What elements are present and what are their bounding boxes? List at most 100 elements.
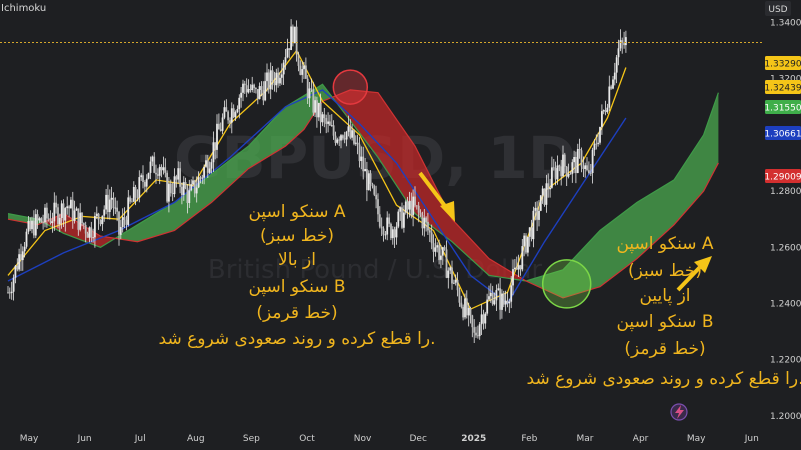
x-tick-label: May [687,434,706,444]
candle-body [95,213,98,216]
candle-body [86,233,89,238]
candle-body [517,265,520,270]
candle-body [138,177,141,198]
candle-body [406,201,409,210]
candle-body [327,121,329,124]
candle-body [329,121,331,126]
annotation-left-line-4: سنکو اسپن B [248,277,345,297]
candle-body [369,173,372,184]
candle-body [94,216,96,238]
candle-body [25,231,28,247]
span-b-line [7,89,719,299]
currency-badge[interactable] [765,1,791,16]
candle-body [606,107,609,113]
candle-body [40,218,43,223]
candle-body [423,217,426,229]
candles-group [7,19,627,343]
candle-body [277,72,279,84]
candle-body [142,175,144,182]
candle-body [203,166,205,178]
candle-body [539,195,542,211]
x-tick-label: Oct [299,434,315,444]
candle-body [184,182,187,189]
candle-body [219,129,222,131]
candle-body [275,72,278,86]
candle-body [441,247,444,256]
candle-body [321,114,324,123]
candle-body [240,92,242,98]
annotation-right-line-4: سنکو اسپن B [616,312,713,332]
candle-body [338,139,341,141]
candle-body [10,291,13,294]
candle-body [201,177,204,179]
x-tick-label: Jul [134,434,146,444]
candle-body [273,80,276,86]
candle-body [262,90,265,101]
candle-body [157,174,159,176]
candle-body [92,237,94,239]
candle-body [147,172,150,179]
y-tick-label: 1.20000 [770,412,801,422]
candle-body [90,227,93,238]
candle-body [491,292,494,305]
candle-body [495,290,498,301]
price-tag-label: 1.32439 [764,84,801,94]
candle-body [534,207,537,211]
candle-body [121,217,124,227]
candle-body [340,135,342,141]
candle-body [264,81,267,101]
candle-body [388,217,390,224]
price-tag-label: 1.30661 [764,130,801,140]
candle-body [345,131,348,140]
candle-body [477,335,479,337]
candle-body [33,220,35,236]
x-tick-label: Mar [577,434,594,444]
candle-body [390,223,392,239]
candle-body [506,300,509,304]
candle-body [502,293,505,305]
annotation-right-line-1: سنکو اسپن A [616,234,713,254]
x-axis: May Jun Jul Aug Sep Oct Nov Dec 2025 Feb Mar Apr May… [20,434,759,444]
candle-body [119,227,122,235]
candle-body [386,217,389,235]
candle-body [567,174,570,177]
candle-body [247,89,250,93]
candle-body [378,214,381,227]
candle-body [382,228,385,235]
candle-body [578,149,581,151]
candle-body [208,168,211,173]
candle-body [438,245,440,260]
candle-body [464,298,466,318]
candle-body [118,211,120,235]
candle-body [38,218,41,221]
candle-body [384,234,387,236]
candle-body [480,314,483,325]
candle-body [58,218,61,225]
price-tag-kijun [765,126,801,140]
cloud-bear-1 [45,213,114,248]
candle-body [232,108,235,118]
candle-body [525,235,527,253]
candle-body [306,78,309,99]
candle-body [266,72,268,82]
candle-body [229,120,231,123]
candle-body [179,168,181,187]
x-tick-label: Jun [744,434,759,444]
candle-body [251,84,254,90]
candle-body [205,160,207,167]
candle-body [290,26,292,50]
candle-body [484,313,487,324]
candle-body [377,199,379,215]
candle-body [541,188,544,196]
candle-body [73,210,76,221]
candle-body [440,255,442,260]
candle-body [199,177,202,179]
candle-body [116,207,118,212]
candle-body [236,109,239,113]
lightning-icon[interactable] [670,403,688,421]
candle-body [391,229,394,239]
candle-body [46,207,48,219]
candle-body [160,166,163,171]
candle-body [473,327,476,333]
